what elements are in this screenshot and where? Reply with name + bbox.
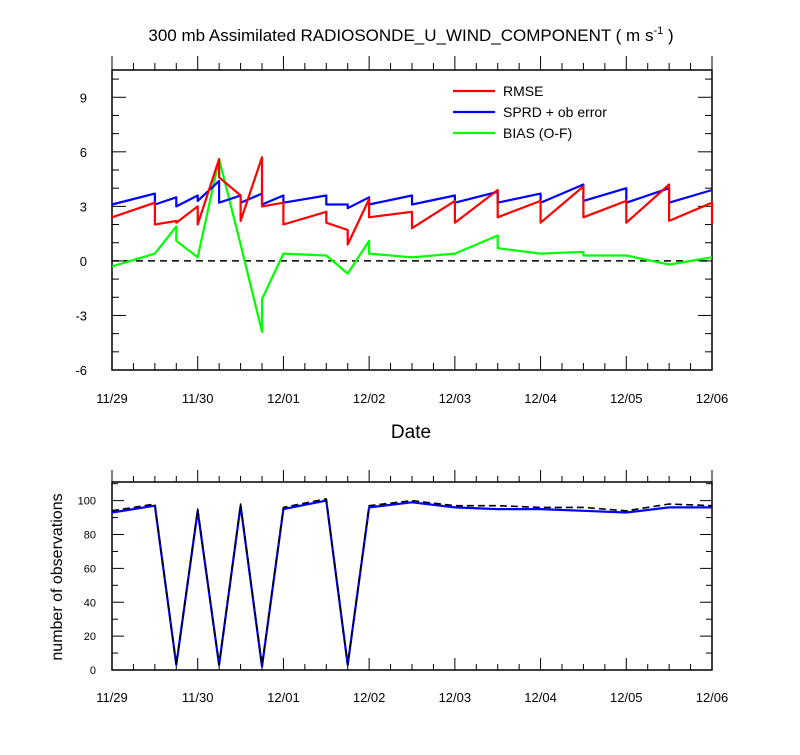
series-line-rmse: [111, 156, 714, 246]
bottom-y-tick-label: 0: [90, 665, 96, 677]
top-y-tick-label: 0: [80, 254, 87, 269]
top-y-tick-label: -6: [75, 363, 87, 378]
bottom-y-tick-label: 80: [84, 530, 96, 542]
bottom-x-tick-label: 12/04: [524, 690, 557, 705]
top-x-tick-label: 12/02: [353, 391, 386, 406]
bottom-x-tick-label: 12/01: [267, 690, 300, 705]
observations-assimilated-line: [111, 499, 712, 668]
top-y-tick-label: 3: [80, 199, 87, 214]
bottom-y-tick-label: 20: [84, 631, 96, 643]
legend-label-rmse: RMSE: [503, 83, 543, 99]
chart-title-superscript: -1: [653, 25, 663, 37]
top-x-tick-label: 12/04: [524, 391, 557, 406]
top-y-tick-label: -3: [75, 308, 87, 323]
top-x-tick-label: 11/30: [182, 391, 214, 406]
top-x-tick-label: 12/01: [267, 391, 300, 406]
bottom-y-tick-label: 40: [84, 597, 96, 609]
bottom-x-tick-label: 12/06: [696, 690, 729, 705]
bottom-x-tick-label: 12/02: [353, 690, 386, 705]
top-x-tick-label: 11/29: [96, 391, 128, 406]
top-y-tick-label: 6: [80, 145, 87, 160]
series-line-sprd-ob-error: [111, 179, 713, 210]
bottom-plot: 11/29 11/30 12/01 12/02 12/03 12/04 12/05 12/06…: [78, 470, 729, 705]
bottom-y-tick-label: 60: [84, 563, 96, 575]
bottom-y-tick-label: 100: [78, 496, 96, 508]
series-line-bias-o-f: [111, 158, 713, 333]
bottom-x-tick-label: 11/29: [96, 690, 128, 705]
legend-label-bias-o-f: BIAS (O-F): [503, 125, 572, 141]
observations-total-line: [111, 498, 713, 666]
top-x-tick-label: 12/05: [610, 391, 643, 406]
chart-title-end: ): [663, 26, 673, 45]
chart-title: 300 mb Assimilated RADIOSONDE_U_WIND_COM…: [148, 25, 673, 45]
legend-label-sprd-ob-error: SPRD + ob error: [503, 104, 607, 120]
top-x-tick-label: 12/03: [439, 391, 472, 406]
top-plot: 11/29 11/30 12/01 12/02 12/03 12/04 12/05 12/06…: [75, 56, 728, 406]
bottom-x-tick-label: 11/30: [182, 690, 214, 705]
top-x-tick-label: 12/06: [696, 391, 729, 406]
bottom-y-axis-label: number of observations: [49, 493, 66, 660]
top-x-axis-label: Date: [391, 422, 431, 443]
bottom-x-tick-label: 12/03: [439, 690, 472, 705]
chart-title-main: 300 mb Assimilated RADIOSONDE_U_WIND_COM…: [148, 26, 653, 45]
top-y-tick-label: 9: [80, 90, 87, 105]
bottom-x-tick-label: 12/05: [610, 690, 643, 705]
